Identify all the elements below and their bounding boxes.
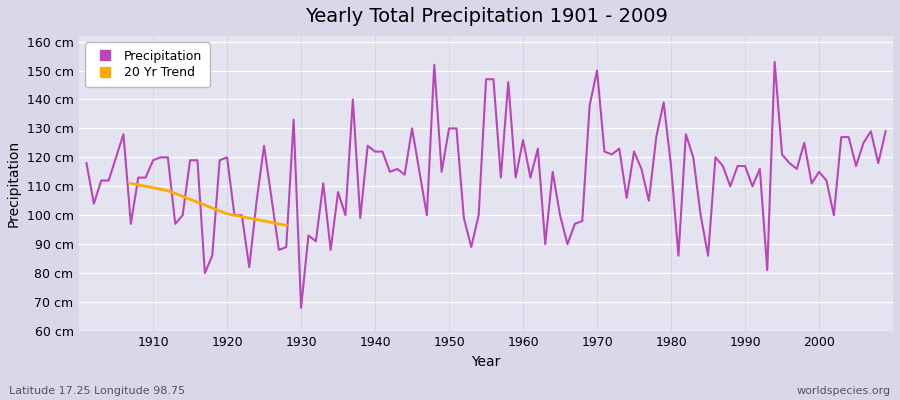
Text: Latitude 17.25 Longitude 98.75: Latitude 17.25 Longitude 98.75 — [9, 386, 185, 396]
Legend: Precipitation, 20 Yr Trend: Precipitation, 20 Yr Trend — [86, 42, 210, 87]
Title: Yearly Total Precipitation 1901 - 2009: Yearly Total Precipitation 1901 - 2009 — [304, 7, 668, 26]
X-axis label: Year: Year — [472, 355, 500, 369]
Text: worldspecies.org: worldspecies.org — [796, 386, 891, 396]
Y-axis label: Precipitation: Precipitation — [7, 140, 21, 227]
